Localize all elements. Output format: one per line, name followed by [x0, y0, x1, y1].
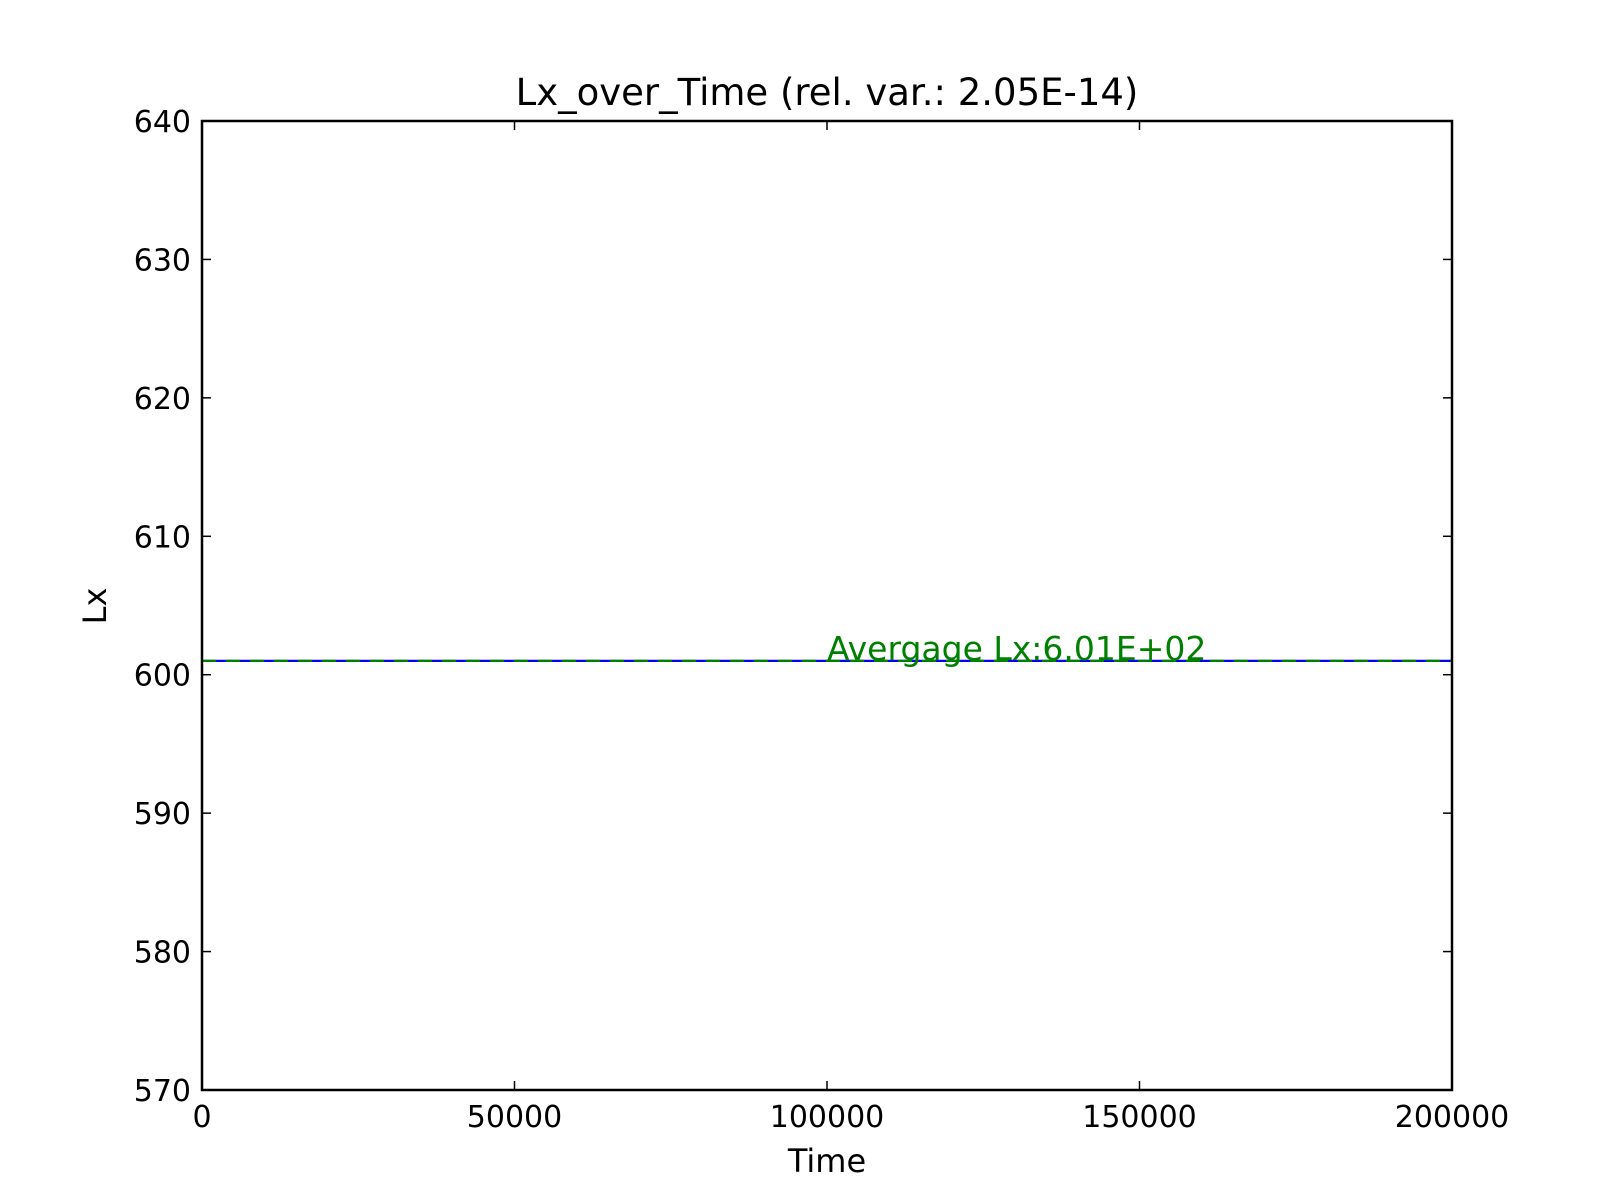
x-tick-label: 100000 — [770, 1100, 885, 1135]
average-annotation: Avergage Lx:6.01E+02 — [827, 629, 1206, 668]
x-tick-label: 50000 — [467, 1100, 562, 1135]
y-tick-label: 630 — [134, 243, 191, 278]
x-tick-label: 150000 — [1082, 1100, 1197, 1135]
chart-title: Lx_over_Time (rel. var.: 2.05E-14) — [516, 71, 1139, 114]
ticks-layer: 0 50000 100000 150000 200000 570 580 590 600 610 6… — [134, 105, 1510, 1135]
y-axis-label: Lx — [76, 588, 114, 625]
x-tick-label: 200000 — [1395, 1100, 1510, 1135]
y-tick-label: 570 — [134, 1074, 191, 1109]
y-tick-label: 620 — [134, 382, 191, 417]
axes-background — [202, 121, 1452, 1090]
plot-area — [202, 121, 1452, 1090]
x-tick-label: 0 — [192, 1100, 211, 1135]
y-tick-label: 590 — [134, 797, 191, 832]
y-tick-label: 610 — [134, 520, 191, 555]
y-tick-label: 640 — [134, 105, 191, 140]
y-tick-label: 600 — [134, 659, 191, 694]
y-tick-label: 580 — [134, 936, 191, 971]
x-axis-label: Time — [787, 1142, 866, 1180]
